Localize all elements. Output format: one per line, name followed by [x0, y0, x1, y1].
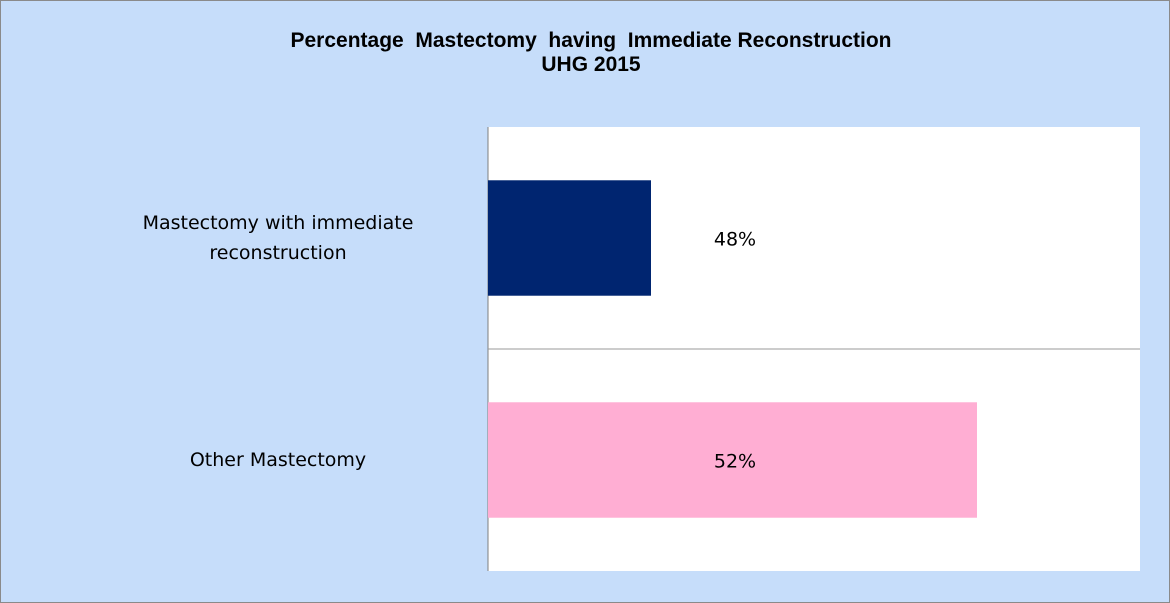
- value-label: 52%: [714, 451, 756, 473]
- category-label: Other Mastectomy: [189, 449, 367, 471]
- chart-subtitle: UHG 2015: [541, 53, 641, 76]
- value-label: 48%: [714, 229, 756, 251]
- category-label: Mastectomy with immediate reconstruction: [142, 212, 414, 264]
- bar: [488, 180, 651, 296]
- chart-title: Percentage Mastectomy having Immediate R…: [290, 29, 891, 52]
- bar: [488, 402, 977, 518]
